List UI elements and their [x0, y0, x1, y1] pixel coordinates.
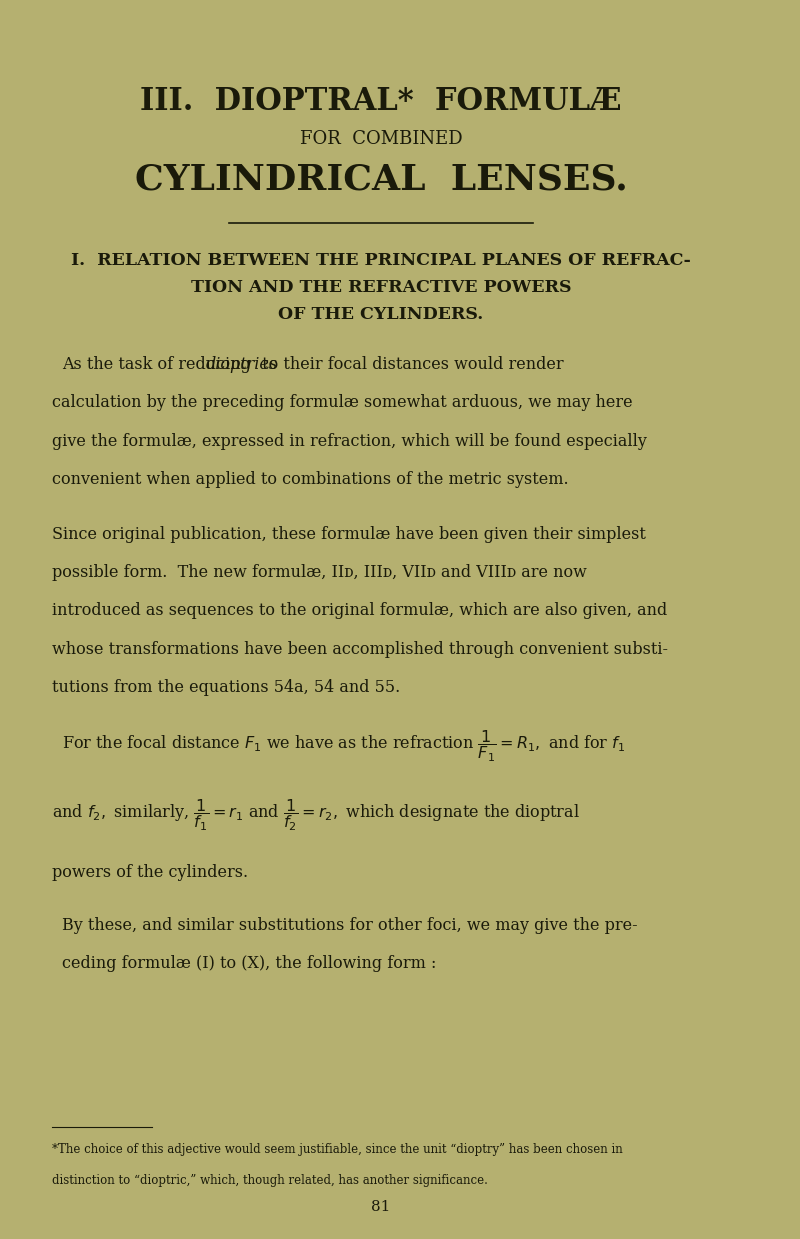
- Text: whose transformations have been accomplished through convenient substi-: whose transformations have been accompli…: [52, 641, 668, 658]
- Text: introduced as sequences to the original formulæ, which are also given, and: introduced as sequences to the original …: [52, 602, 667, 620]
- Text: 81: 81: [371, 1199, 390, 1214]
- Text: powers of the cylinders.: powers of the cylinders.: [52, 864, 248, 881]
- Text: possible form.  The new formulæ, IIᴅ, IIIᴅ, VIIᴅ and VIIIᴅ are now: possible form. The new formulæ, IIᴅ, III…: [52, 564, 586, 581]
- Text: CYLINDRICAL  LENSES.: CYLINDRICAL LENSES.: [134, 162, 627, 197]
- Text: As the task of reducing: As the task of reducing: [62, 356, 257, 373]
- Text: give the formulæ, expressed in refraction, which will be found especially: give the formulæ, expressed in refractio…: [52, 432, 646, 450]
- Text: Since original publication, these formulæ have been given their simplest: Since original publication, these formul…: [52, 525, 646, 543]
- Text: tutions from the equations 54a, 54 and 55.: tutions from the equations 54a, 54 and 5…: [52, 679, 400, 696]
- Text: *The choice of this adjective would seem justifiable, since the unit “dioptry” h: *The choice of this adjective would seem…: [52, 1144, 622, 1156]
- Text: to their focal distances would render: to their focal distances would render: [257, 356, 563, 373]
- Text: ceding formulæ (I) to (X), the following form :: ceding formulæ (I) to (X), the following…: [62, 955, 437, 973]
- Text: For the focal distance $F_1$ we have as the refraction $\dfrac{1}{F_1} = R_1,$ a: For the focal distance $F_1$ we have as …: [62, 729, 626, 763]
- Text: dioptries: dioptries: [206, 356, 278, 373]
- Text: calculation by the preceding formulæ somewhat arduous, we may here: calculation by the preceding formulæ som…: [52, 394, 633, 411]
- Text: OF THE CYLINDERS.: OF THE CYLINDERS.: [278, 306, 483, 323]
- Text: By these, and similar substitutions for other foci, we may give the pre-: By these, and similar substitutions for …: [62, 917, 638, 934]
- Text: distinction to “dioptric,” which, though related, has another significance.: distinction to “dioptric,” which, though…: [52, 1175, 488, 1187]
- Text: and $f_2,$ similarly, $\dfrac{1}{f_1} = r_1$ and $\dfrac{1}{f_2} = r_2,$ which d: and $f_2,$ similarly, $\dfrac{1}{f_1} = …: [52, 798, 580, 833]
- Text: I.  RELATION BETWEEN THE PRINCIPAL PLANES OF REFRAC-: I. RELATION BETWEEN THE PRINCIPAL PLANES…: [71, 252, 691, 269]
- Text: III.  DIOPTRAL*  FORMULÆ: III. DIOPTRAL* FORMULÆ: [140, 85, 622, 118]
- Text: FOR  COMBINED: FOR COMBINED: [300, 130, 462, 147]
- Text: convenient when applied to combinations of the metric system.: convenient when applied to combinations …: [52, 471, 569, 488]
- Text: TION AND THE REFRACTIVE POWERS: TION AND THE REFRACTIVE POWERS: [190, 279, 571, 296]
